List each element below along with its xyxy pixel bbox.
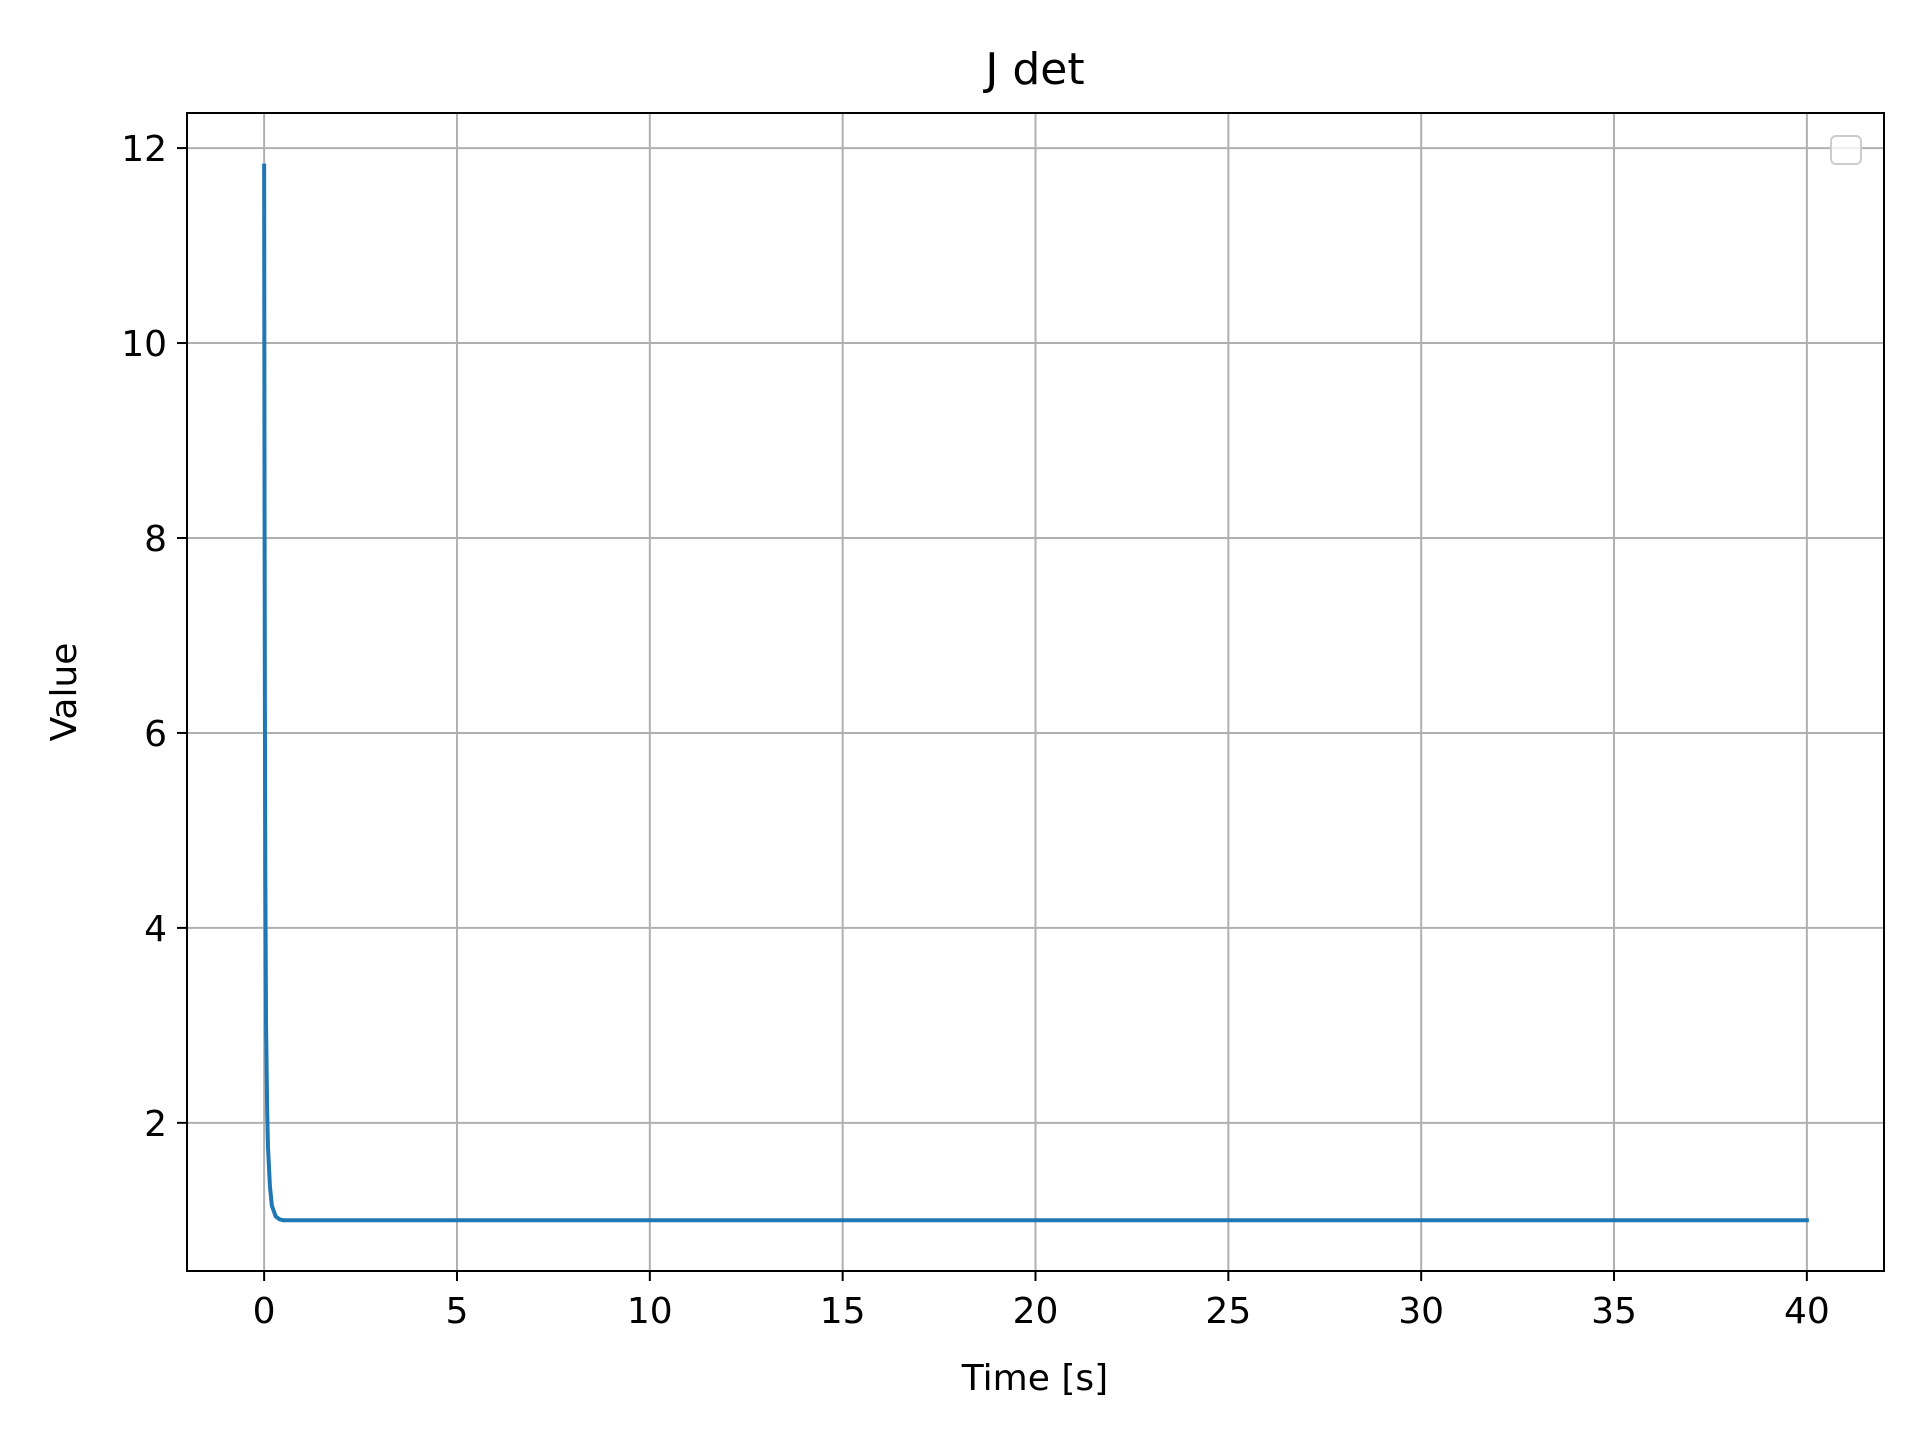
y-tick-label: 2 (144, 1104, 167, 1145)
plot-area-frame (186, 112, 1885, 1272)
x-tick-label: 5 (446, 1291, 469, 1332)
x-tick-label: 10 (627, 1291, 673, 1332)
axis-ticks: 0 5 10 15 20 25 30 35 40 2 4 6 8 10 12 (121, 129, 1830, 1332)
x-axis-label: Time [s] (961, 1358, 1108, 1399)
grid-lines (187, 113, 1884, 1271)
y-tick-label: 8 (144, 519, 167, 560)
x-tick-label: 0 (253, 1291, 276, 1332)
x-tick-label: 40 (1784, 1291, 1830, 1332)
x-tick-label: 35 (1591, 1291, 1637, 1332)
x-tick-label: 25 (1205, 1291, 1251, 1332)
y-tick-label: 4 (144, 909, 167, 950)
y-tick-label: 10 (121, 324, 167, 365)
y-tick-label: 12 (121, 129, 167, 170)
x-tick-label: 15 (820, 1291, 866, 1332)
x-tick-label: 20 (1013, 1291, 1059, 1332)
x-tick-label: 30 (1398, 1291, 1444, 1332)
series-line (262, 163, 1809, 1223)
chart-title: J det (982, 44, 1084, 95)
series-layer (262, 163, 1809, 1223)
y-tick-label: 6 (144, 714, 167, 755)
legend-box (1830, 135, 1862, 165)
y-axis-label: Value (44, 643, 85, 742)
